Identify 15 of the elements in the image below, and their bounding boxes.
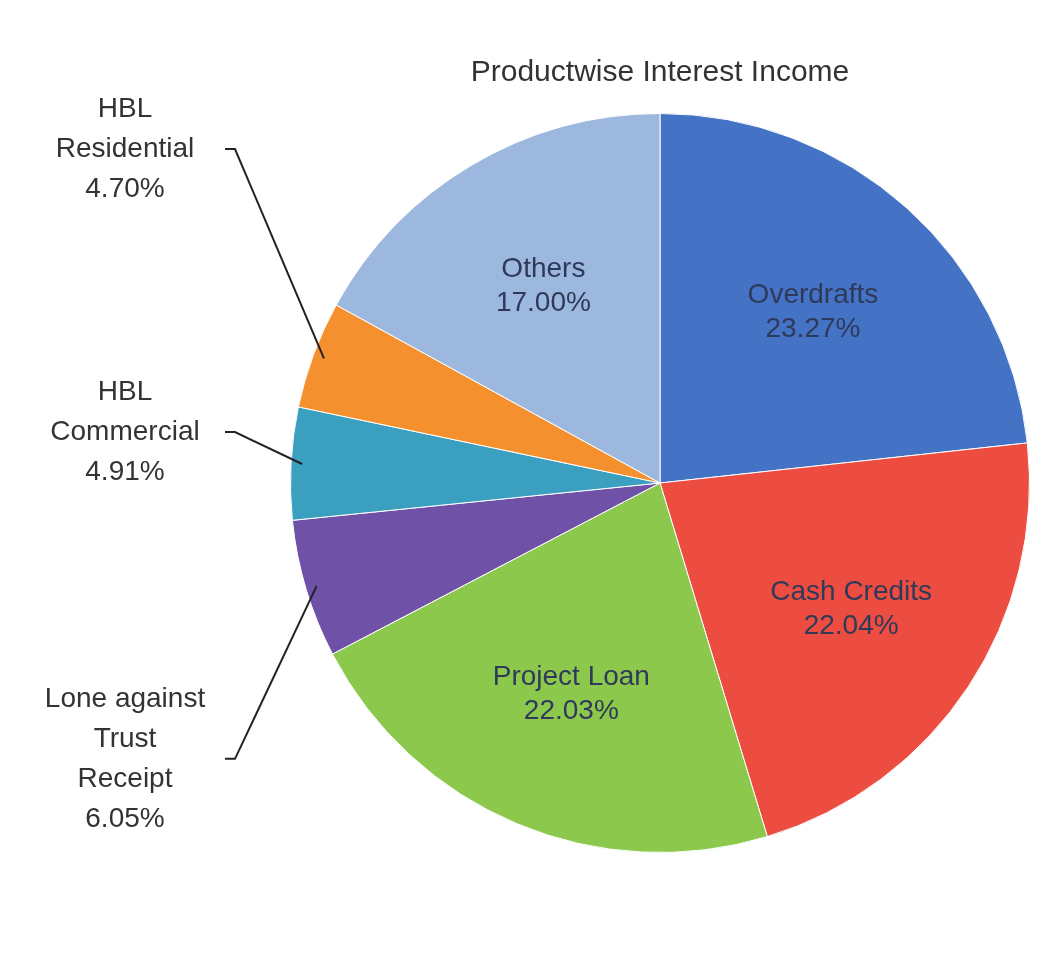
slice-label: Others xyxy=(501,251,586,283)
data-label: 23.27% xyxy=(765,312,861,344)
slice-label: HBL Residential xyxy=(55,91,195,163)
data-label: 17.00% xyxy=(495,285,591,317)
data-label: 22.03% xyxy=(523,693,619,725)
slice-label: Lone against Trust Receipt xyxy=(44,681,206,793)
slice-label: Overdrafts xyxy=(747,278,879,310)
chart-title: Productwise Interest Income xyxy=(470,54,850,88)
slice-label: HBL Commercial xyxy=(50,374,200,446)
data-label: 4.70% xyxy=(85,171,165,203)
data-label: 22.04% xyxy=(803,608,899,640)
data-label: 6.05% xyxy=(85,801,165,833)
slice-label: Cash Credits xyxy=(770,574,933,606)
data-label: 4.91% xyxy=(85,454,165,486)
slice-label: Project Loan xyxy=(492,659,650,691)
